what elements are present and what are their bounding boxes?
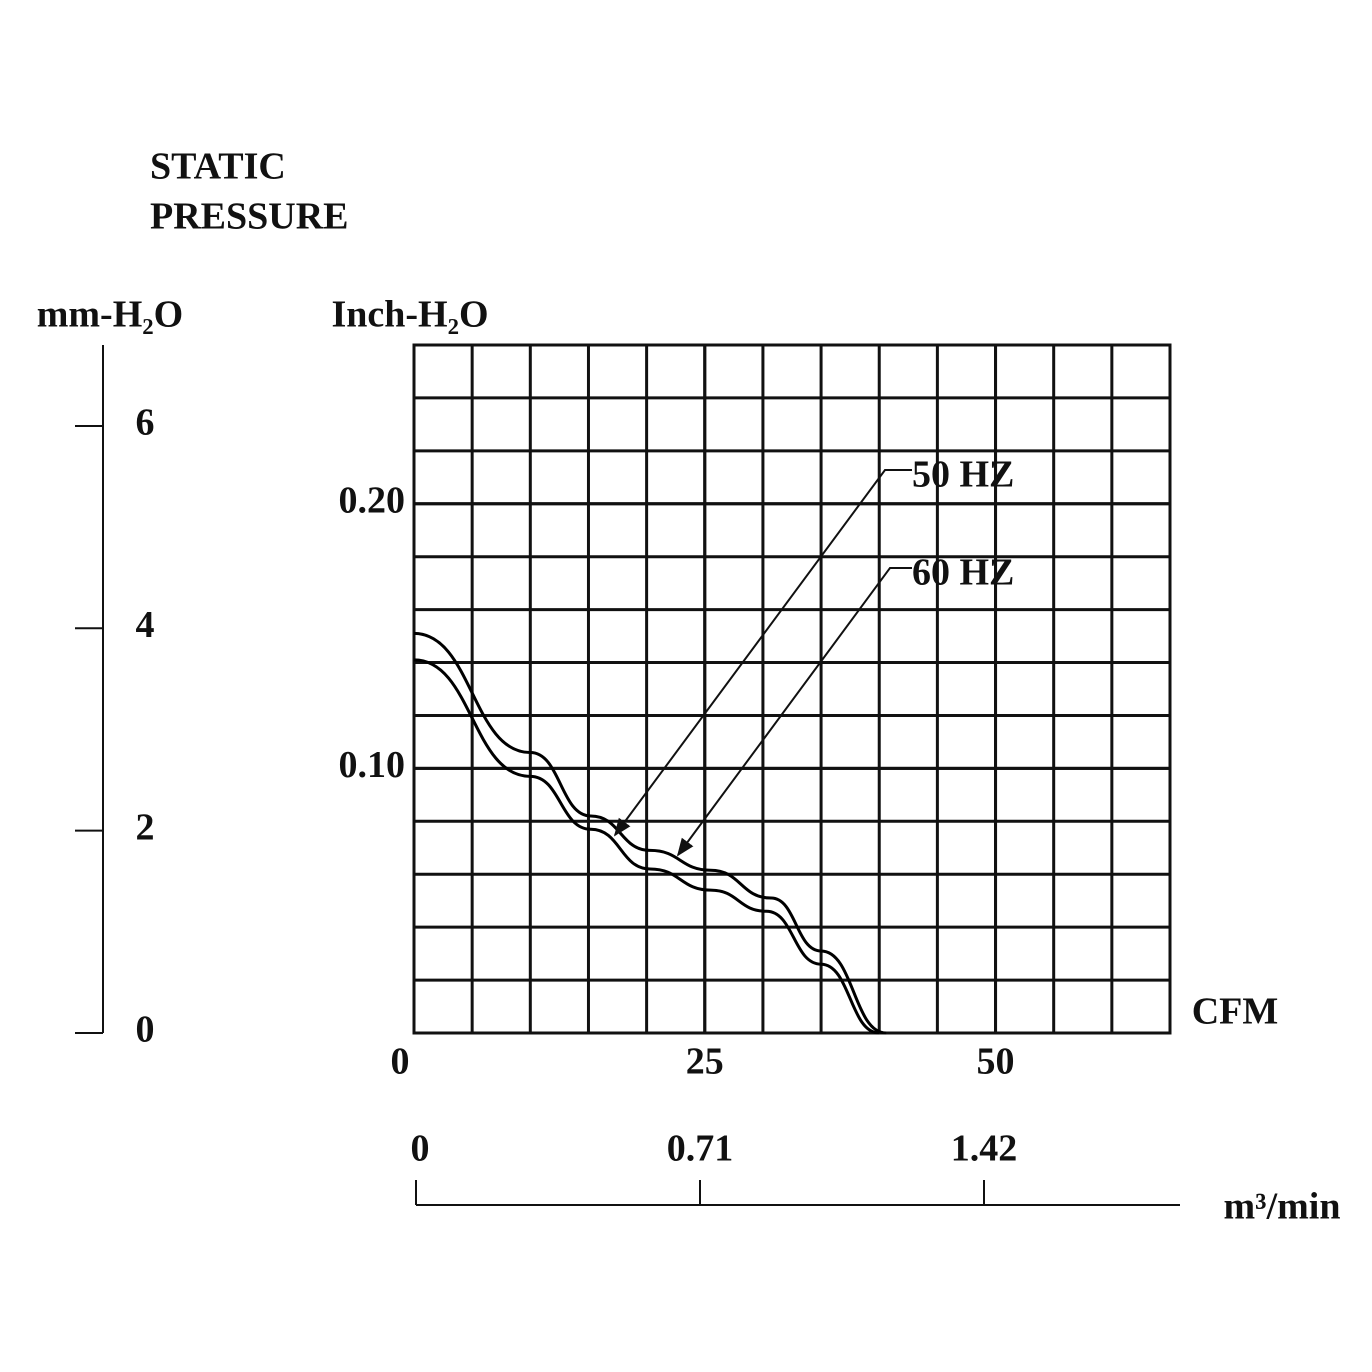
annotation-leader: [613, 469, 912, 837]
y2-tick-label: 4: [136, 604, 155, 646]
series-label: 60 HZ: [912, 552, 1014, 594]
y2-tick-label: 0: [136, 1009, 155, 1051]
y2-axis-label: mm-H₂O: [37, 294, 183, 336]
curve: [413, 658, 880, 1035]
y-tick-label: 0.10: [339, 744, 406, 786]
y2-tick-label: 2: [136, 806, 155, 848]
x-tick-label: 0: [391, 1041, 410, 1083]
chart-title: STATIC: [150, 146, 286, 188]
x2-axis-label: m³/min: [1224, 1186, 1341, 1228]
curve: [413, 631, 887, 1035]
x2-tick-label: 0.71: [667, 1128, 734, 1170]
x-tick-label: 25: [686, 1041, 724, 1083]
x-tick-label: 50: [977, 1041, 1015, 1083]
y-axis-label: Inch-H₂O: [331, 294, 488, 336]
x2-tick-label: 0: [411, 1128, 430, 1170]
plot-frame: [412, 343, 1172, 1035]
y-tick-label: 0.20: [339, 479, 406, 521]
series-label: 50 HZ: [912, 454, 1014, 496]
x2-tick-label: 1.42: [951, 1128, 1018, 1170]
y2-tick-label: 6: [136, 402, 155, 444]
x-axis-label: CFM: [1192, 991, 1279, 1033]
chart-title: PRESSURE: [150, 196, 349, 238]
annotation-leader: [676, 567, 912, 857]
